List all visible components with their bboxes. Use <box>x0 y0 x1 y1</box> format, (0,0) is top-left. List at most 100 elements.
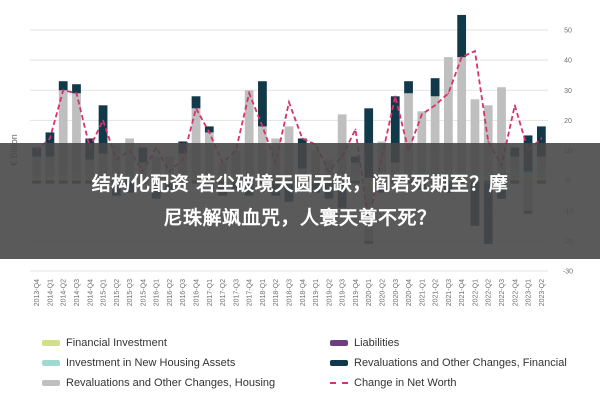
x-tick-label: 2017-Q3 <box>233 279 240 306</box>
bar-revaluations-financial <box>404 81 413 94</box>
legend-item-revaluations-housing: Revaluations and Other Changes, Housing <box>42 374 275 392</box>
bar-revaluations-financial <box>98 105 108 154</box>
bar-revaluations-housing <box>72 93 81 175</box>
x-tick-label: 2023-Q2 <box>539 279 546 306</box>
x-tick-label: 2020-Q2 <box>379 279 386 306</box>
x-tick-label: 2019-Q4 <box>353 279 360 306</box>
net-worth-point <box>460 56 463 58</box>
bar-revaluations-housing <box>470 99 480 172</box>
legend-swatch-liabilities <box>330 340 348 346</box>
x-tick-label: 2016-Q4 <box>194 279 201 306</box>
x-tick-label: 2019-Q1 <box>313 279 320 306</box>
bar-revaluations-financial <box>72 84 81 94</box>
legend-item-change-net-worth: Change in Net Worth <box>330 374 457 392</box>
x-tick-label: 2015-Q1 <box>101 279 108 306</box>
legend-swatch-financial-investment <box>42 340 60 346</box>
y-tick-label: -30 <box>563 269 573 276</box>
legend-item-liabilities: Liabilities <box>330 334 399 352</box>
net-worth-point <box>288 101 290 104</box>
x-tick-label: 2017-Q4 <box>247 279 254 306</box>
net-worth-point <box>434 104 436 107</box>
x-tick-label: 2015-Q2 <box>114 279 121 306</box>
net-worth-point <box>102 119 104 122</box>
net-worth-point <box>513 104 516 107</box>
x-tick-label: 2017-Q2 <box>220 279 227 306</box>
x-tick-label: 2016-Q2 <box>167 279 174 306</box>
legend-item-financial-investment: Financial Investment <box>42 334 167 352</box>
bar-revaluations-financial <box>457 14 467 58</box>
bar-revaluations-financial <box>390 96 400 163</box>
overlay-banner: 结构化配资 若尘破境天圆无缺，阎君死期至？摩 尼珠解飒血咒，人寰天尊不死？ <box>0 143 600 259</box>
bar-revaluations-financial <box>191 96 201 109</box>
x-tick-label: 2021-Q4 <box>459 279 466 306</box>
legend-swatch-investment-new-housing <box>42 360 60 366</box>
x-tick-label: 2020-Q4 <box>406 279 413 306</box>
legend-label: Change in Net Worth <box>354 377 457 389</box>
net-worth-point <box>487 140 490 143</box>
net-worth-point <box>49 137 51 140</box>
x-tick-label: 2014-Q4 <box>87 279 94 306</box>
x-tick-label: 2014-Q3 <box>74 279 81 306</box>
x-tick-label: 2014-Q2 <box>61 279 68 306</box>
x-tick-label: 2016-Q3 <box>180 279 187 306</box>
net-worth-point <box>261 125 264 128</box>
x-tick-label: 2020-Q3 <box>393 279 400 306</box>
x-tick-label: 2018-Q4 <box>300 279 307 306</box>
bar-revaluations-housing <box>244 90 254 175</box>
x-tick-label: 2022-Q3 <box>499 279 506 306</box>
bar-revaluations-housing <box>497 87 506 172</box>
net-worth-point <box>62 89 65 92</box>
x-tick-label: 2022-Q2 <box>486 279 493 306</box>
net-worth-point <box>474 50 476 52</box>
net-worth-point <box>301 137 304 140</box>
x-tick-label: 2015-Q4 <box>140 279 147 306</box>
bar-revaluations-housing <box>404 93 413 172</box>
legend-swatch-revaluations-housing <box>42 380 60 386</box>
x-tick-label: 2022-Q4 <box>512 279 519 306</box>
net-worth-point <box>447 92 450 95</box>
x-tick-label: 2018-Q1 <box>260 279 267 306</box>
legend-label: Investment in New Housing Assets <box>66 357 236 369</box>
x-tick-label: 2016-Q1 <box>154 279 161 306</box>
x-tick-label: 2021-Q1 <box>419 279 426 306</box>
bar-revaluations-housing <box>457 57 467 172</box>
bar-revaluations-housing <box>417 111 427 172</box>
x-tick-label: 2022-Q1 <box>472 279 479 306</box>
x-tick-label: 2020-Q1 <box>366 279 373 306</box>
x-tick-label: 2023-Q1 <box>526 279 533 306</box>
legend-item-revaluations-financial: Revaluations and Other Changes, Financia… <box>330 354 567 372</box>
banner-headline: 结构化配资 若尘破境天圆无缺，阎君死期至？摩 尼珠解飒血咒，人寰天尊不死？ <box>10 167 590 235</box>
y-tick-label: 50 <box>564 28 572 35</box>
bar-revaluations-housing <box>58 90 68 175</box>
banner-line-1: 结构化配资 若尘破境天圆无缺，阎君死期至？摩 <box>91 173 509 195</box>
x-tick-labels: 2013-Q4 2014-Q1 2014-Q2 2014-Q3 2014-Q4 2015-… <box>34 279 546 306</box>
net-worth-point <box>354 128 357 131</box>
x-tick-label: 2021-Q3 <box>446 279 453 306</box>
legend-label: Revaluations and Other Changes, Financia… <box>354 357 567 369</box>
net-worth-point <box>421 113 423 116</box>
legend-label: Financial Investment <box>66 337 167 349</box>
bar-revaluations-housing <box>191 108 201 175</box>
y-tick-label: 40 <box>564 58 572 65</box>
net-worth-point <box>75 92 78 95</box>
x-tick-label: 2018-Q3 <box>287 279 294 306</box>
net-worth-point <box>208 131 211 134</box>
net-worth-point <box>248 92 250 95</box>
net-worth-point <box>540 137 543 140</box>
x-tick-label: 2019-Q2 <box>326 279 333 306</box>
bar-revaluations-housing <box>430 96 440 172</box>
y-tick-label: 20 <box>564 118 572 125</box>
net-worth-point <box>195 107 197 110</box>
x-tick-label: 2019-Q3 <box>340 279 347 306</box>
bar-revaluations-financial <box>204 126 214 133</box>
bar-revaluations-housing <box>444 57 453 172</box>
x-tick-label: 2013-Q4 <box>34 279 41 306</box>
bar-revaluations-financial <box>58 81 68 91</box>
x-tick-label: 2015-Q3 <box>127 279 134 306</box>
legend-item-investment-new-housing: Investment in New Housing Assets <box>42 354 235 372</box>
banner-line-2: 尼珠解飒血咒，人寰天尊不死？ <box>163 207 437 229</box>
bar-revaluations-financial <box>258 81 267 127</box>
legend-swatch-revaluations-financial <box>330 360 348 366</box>
legend-label: Liabilities <box>354 337 400 349</box>
y-tick-label: 30 <box>564 88 572 95</box>
